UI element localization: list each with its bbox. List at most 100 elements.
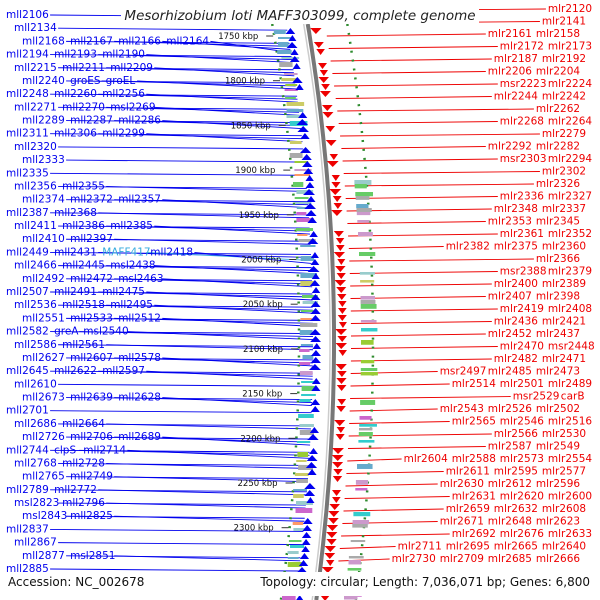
feature-block: [356, 212, 371, 216]
connector-line: [342, 158, 498, 162]
connector-line: [345, 483, 438, 487]
plus-gene-arrow: [337, 294, 347, 300]
plus-gene-label: mlr2470: [500, 341, 544, 353]
plus-gene-arrow: [337, 315, 347, 321]
minus-gene-label: mll2335: [6, 167, 49, 179]
plus-gene-label: mlr2436: [494, 316, 539, 328]
feature-block: [299, 349, 310, 352]
feature-block: [359, 272, 375, 275]
plus-gene-label: mlr2514: [452, 378, 497, 390]
plus-gene-label: mlr2419: [500, 303, 544, 315]
connector-line: [127, 331, 314, 341]
connector-line: [350, 358, 492, 362]
minus-gene-label: mll2270: [62, 101, 105, 113]
plus-gene-arrow: [338, 322, 347, 328]
feature-block: [358, 440, 375, 443]
minus-gene-arrow: [297, 126, 309, 132]
minus-gene-label: mll2597: [102, 365, 145, 377]
connector-line: [162, 357, 313, 367]
connector-line: [337, 108, 534, 112]
connector-line: [146, 291, 313, 301]
minus-gene-arrow: [301, 546, 310, 552]
connector-line: [162, 278, 313, 288]
plus-gene-label: mlr2282: [536, 141, 580, 153]
plus-gene-arrow: [321, 105, 333, 111]
minus-gene-label: mll2368: [54, 207, 97, 219]
guide-dots-arc: [346, 23, 375, 600]
plus-gene-label: mlr2485: [488, 366, 532, 378]
plus-gene-arrow: [331, 490, 342, 496]
minus-gene-label: mll2287: [70, 115, 113, 127]
connector-line: [58, 304, 313, 308]
minus-gene-label: mll2299: [102, 128, 145, 140]
plus-gene-arrow: [322, 112, 334, 118]
minus-gene-label: mll2586: [14, 339, 57, 351]
feature-block: [284, 73, 298, 75]
feature-block: [360, 368, 378, 372]
plus-gene-label: mlr2224: [548, 78, 593, 90]
feature-block: [278, 42, 289, 47]
plus-gene-arrow: [336, 427, 346, 433]
plus-gene-arrow: [335, 266, 346, 272]
minus-gene-label: mll2166: [118, 35, 161, 47]
plus-gene-label: mlr2336: [500, 191, 545, 203]
feature-block: [355, 196, 370, 200]
plus-gene-arrow: [338, 301, 347, 307]
feature-block: [356, 208, 372, 213]
plus-gene-label: mlr2595: [494, 466, 538, 478]
plus-gene-label: mlr2421: [542, 316, 586, 328]
minus-gene-label: mll2311: [6, 128, 49, 140]
plus-gene-arrow: [329, 504, 341, 510]
feature-block: [278, 37, 293, 39]
plus-gene-arrow: [331, 455, 344, 461]
feature-block: [355, 480, 369, 485]
plus-gene-label: mlr2612: [488, 478, 532, 490]
minus-gene-arrow: [307, 469, 317, 475]
minus-gene-label: mll2582: [6, 326, 49, 338]
plus-gene-arrow: [313, 42, 324, 48]
feature-block: [294, 174, 311, 176]
feature-block: [288, 540, 302, 542]
connector-line: [349, 421, 450, 424]
plus-gene-label: mlr2632: [494, 503, 538, 515]
minus-gene-arrow: [298, 560, 309, 566]
backbone-highlight: [302, 23, 331, 600]
plus-gene-label: mlr2659: [446, 503, 490, 515]
kbp-tick-label: 1950 kbp: [239, 211, 279, 221]
feature-block: [295, 202, 312, 204]
minus-gene-arrow: [301, 154, 312, 160]
topology-summary: Topology: circular; Length: 7,036,071 bp…: [260, 575, 590, 589]
connector-line: [146, 251, 312, 261]
plus-gene-label: mlr2360: [542, 241, 586, 253]
feature-block: [293, 182, 304, 187]
plus-gene-label: mlr2204: [536, 66, 581, 78]
feature-block: [296, 479, 308, 483]
connector-line: [114, 238, 311, 245]
plus-gene-label: mlr2158: [536, 28, 580, 40]
connector-line: [66, 515, 305, 519]
guide-dots-arc: [270, 23, 301, 600]
plus-gene-label: mlr2279: [542, 128, 586, 140]
connector-line: [98, 212, 310, 219]
feature-block: [287, 551, 299, 554]
minus-gene-label: mll2240: [22, 75, 65, 87]
plus-gene-label: mlr2665: [494, 541, 538, 553]
feature-block: [299, 399, 311, 402]
plus-gene-arrow: [332, 476, 343, 482]
minus-gene-label: msl2851: [70, 550, 115, 562]
minus-gene-arrow: [311, 378, 321, 384]
plus-gene-label: mlr2482: [494, 353, 538, 365]
connector-line: [50, 489, 308, 493]
plus-gene-label: mlr2292: [488, 141, 532, 153]
plus-gene-arrow: [334, 280, 347, 286]
connector-line: [58, 502, 306, 506]
minus-gene-label: mll2418: [150, 246, 193, 258]
minus-gene-arrow: [306, 196, 316, 202]
minus-gene-label: mll2164: [166, 35, 209, 47]
plus-gene-label: mlr2407: [488, 291, 532, 303]
connector-line: [350, 308, 498, 312]
feature-block: [354, 180, 372, 185]
feature-block: [273, 30, 286, 34]
plus-gene-label: mlr2161: [488, 28, 532, 40]
minus-gene-label: mll2689: [118, 431, 161, 443]
